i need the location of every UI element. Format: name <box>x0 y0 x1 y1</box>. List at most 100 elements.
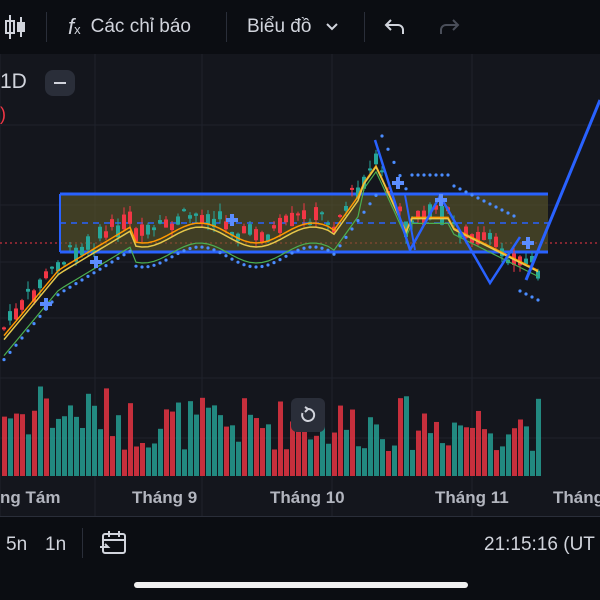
sar-dot <box>38 314 42 318</box>
sar-dot <box>74 282 78 286</box>
sar-dot <box>362 210 366 214</box>
chart-canvas[interactable] <box>0 54 600 516</box>
volume-bar <box>458 425 463 476</box>
volume-bar <box>296 423 301 476</box>
candle-body <box>38 279 42 289</box>
candle-body <box>530 255 534 263</box>
candle-body <box>404 221 408 238</box>
candle-body <box>494 236 498 247</box>
volume-bar <box>158 428 163 476</box>
volume-bar <box>140 442 145 476</box>
volume-bar <box>530 450 535 476</box>
candle-body <box>200 215 204 225</box>
sar-dot <box>176 251 180 256</box>
volume-bar <box>170 411 175 476</box>
volume-bar <box>488 433 493 476</box>
volume-bar <box>26 434 31 476</box>
volume-bar <box>110 436 115 476</box>
volume-bar <box>44 398 49 476</box>
volume-bar <box>8 418 13 476</box>
candle-body <box>356 187 360 198</box>
volume-bar <box>464 427 469 476</box>
candles-chart-icon[interactable] <box>4 0 26 54</box>
candle-body <box>260 232 264 242</box>
candle-body <box>176 216 180 225</box>
volume-bar <box>266 424 271 476</box>
sar-dot <box>122 253 126 257</box>
candle-body <box>236 233 240 241</box>
sar-dot <box>212 248 216 252</box>
candle-body <box>116 225 120 238</box>
undo-button[interactable] <box>384 0 406 54</box>
range-5y-button[interactable]: 5n <box>6 534 28 555</box>
x-axis-label: Tháng 9 <box>132 488 198 507</box>
sar-dot <box>242 263 246 267</box>
candle-body <box>242 226 246 234</box>
candle-body <box>146 224 150 235</box>
volume-bar <box>374 424 379 476</box>
sar-dot <box>416 173 420 177</box>
candle-body <box>194 213 198 216</box>
chart-type-label: Biểu đồ <box>247 16 312 37</box>
chevron-down-icon <box>326 23 339 31</box>
candle-body <box>380 170 384 173</box>
sar-dot <box>518 289 522 293</box>
sar-dot <box>530 295 534 299</box>
candle-body <box>338 215 342 218</box>
candle-body <box>266 234 270 242</box>
volume-bar <box>506 434 511 476</box>
legend-status-fragment: ) <box>0 104 6 124</box>
volume-bar <box>524 426 529 476</box>
sar-dot <box>86 274 90 278</box>
candle-body <box>128 211 132 224</box>
sar-dot <box>512 214 516 218</box>
candle-body <box>56 262 60 272</box>
sar-dot <box>470 193 474 197</box>
volume-bar <box>194 414 199 476</box>
redo-button[interactable] <box>438 0 460 54</box>
price-chart[interactable] <box>0 54 600 516</box>
volume-bar <box>416 430 421 476</box>
function-icon: fx <box>68 14 81 39</box>
volume-bar <box>230 425 235 476</box>
symbol-interval[interactable]: 1D <box>0 70 27 93</box>
collapse-legend-button[interactable] <box>45 70 75 96</box>
candle-body <box>464 226 468 239</box>
redo-icon <box>440 19 460 34</box>
volume-bar <box>50 427 55 476</box>
volume-bar <box>308 439 313 476</box>
refresh-icon <box>301 406 316 422</box>
indicators-label: Các chỉ báo <box>90 16 191 37</box>
candle-body <box>14 308 18 320</box>
reset-chart-button[interactable] <box>291 398 325 432</box>
range-1y-button[interactable]: 1n <box>45 534 67 555</box>
volume-bar <box>290 421 295 476</box>
clock-timezone[interactable]: 21:15:16 (UT <box>484 534 595 555</box>
sar-dot <box>314 245 318 249</box>
volume-bar <box>422 413 427 476</box>
projection-line <box>524 99 600 281</box>
sar-dot <box>2 358 6 362</box>
calendar-range-icon[interactable] <box>100 529 128 562</box>
volume-bar <box>332 432 337 476</box>
candle-body <box>32 290 36 302</box>
sar-dot <box>164 258 168 262</box>
chart-type-dropdown[interactable]: Biểu đồ <box>247 0 339 54</box>
volume-bar <box>248 414 253 476</box>
volume-bar <box>518 419 523 476</box>
sar-dot <box>290 251 294 255</box>
candle-body <box>230 231 234 236</box>
candle-body <box>218 211 222 220</box>
volume-bar <box>278 401 283 476</box>
sar-dot <box>68 285 72 289</box>
sar-dot <box>254 265 258 269</box>
volume-bar <box>284 449 289 476</box>
indicators-button[interactable]: fx Các chỉ báo <box>68 0 191 54</box>
candle-body <box>68 245 72 248</box>
x-axis-label: Tháng 11 <box>435 488 509 507</box>
candle-body <box>110 219 114 227</box>
sar-dot <box>392 160 396 164</box>
volume-bar <box>2 416 7 476</box>
volume-bar <box>380 439 385 476</box>
sar-dot <box>116 256 120 260</box>
